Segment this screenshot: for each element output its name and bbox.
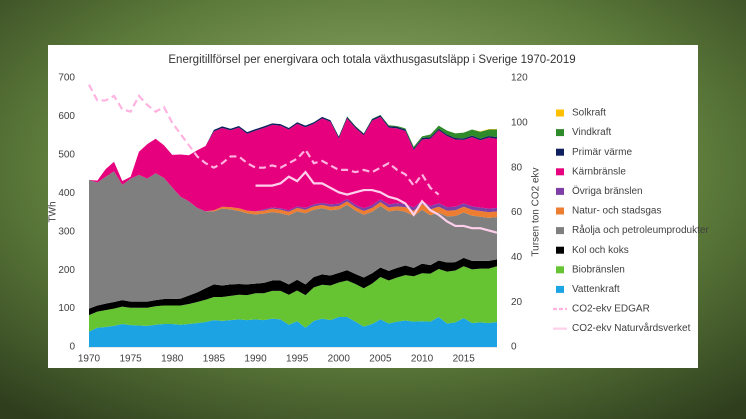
legend-swatch bbox=[556, 207, 564, 215]
y-tick-label: 0 bbox=[69, 342, 75, 353]
y-tick-label: 100 bbox=[58, 303, 75, 314]
line bbox=[255, 170, 498, 234]
y-tick-label: 200 bbox=[58, 265, 75, 276]
legend-label: Vindkraft bbox=[572, 127, 612, 138]
legend-swatch bbox=[556, 109, 564, 117]
area bbox=[89, 266, 497, 332]
legend-swatch bbox=[556, 246, 564, 254]
y-tick-label: 500 bbox=[58, 149, 75, 160]
chart-title: Energitillförsel per energivara och tota… bbox=[168, 54, 575, 66]
x-tick-label: 1975 bbox=[120, 354, 143, 365]
x-tick-label: 1995 bbox=[286, 354, 309, 365]
legend-swatch bbox=[556, 148, 564, 156]
legend-swatch bbox=[556, 227, 564, 235]
legend-swatch bbox=[556, 266, 564, 274]
legend-swatch bbox=[556, 129, 564, 137]
y2-tick-label: 100 bbox=[511, 117, 528, 128]
y-tick-label: 600 bbox=[58, 111, 75, 122]
y-tick-label: 400 bbox=[58, 188, 75, 199]
legend-label: CO2-ekv EDGAR bbox=[572, 304, 650, 315]
area bbox=[89, 257, 497, 316]
legend-label: Natur- och stadsgas bbox=[572, 206, 662, 217]
y2-axis-label: Tursen ton CO2 ekv bbox=[531, 167, 542, 256]
area bbox=[89, 171, 497, 218]
legend-label: Kärnbränsle bbox=[572, 166, 626, 177]
area bbox=[89, 116, 497, 212]
legend-label: CO2-ekv Naturvårdsverket bbox=[572, 322, 691, 334]
y2-tick-label: 60 bbox=[511, 207, 523, 218]
y-axis-label: TWh bbox=[48, 201, 59, 222]
legend-label: Råolja och petroleumprodukter bbox=[572, 224, 709, 236]
x-tick-label: 2015 bbox=[453, 354, 476, 365]
area bbox=[89, 317, 497, 347]
y2-tick-label: 80 bbox=[511, 162, 523, 173]
legend-swatch bbox=[556, 285, 564, 293]
legend-label: Övriga bränslen bbox=[572, 185, 643, 197]
legend-swatch bbox=[556, 187, 564, 195]
x-tick-label: 2005 bbox=[369, 354, 392, 365]
x-tick-label: 2010 bbox=[411, 354, 434, 365]
legend-label: Biobränslen bbox=[572, 264, 625, 275]
area bbox=[89, 171, 497, 309]
y2-tick-label: 20 bbox=[511, 297, 523, 308]
y2-tick-label: 0 bbox=[511, 342, 517, 353]
legend-swatch bbox=[556, 168, 564, 176]
x-tick-label: 1985 bbox=[203, 354, 226, 365]
y-tick-label: 700 bbox=[58, 73, 75, 84]
legend-label: Vattenkraft bbox=[572, 284, 620, 295]
y2-tick-label: 120 bbox=[511, 73, 528, 84]
y2-tick-label: 40 bbox=[511, 252, 523, 263]
y-tick-label: 300 bbox=[58, 226, 75, 237]
legend-label: Kol och koks bbox=[572, 245, 629, 256]
x-tick-label: 1970 bbox=[78, 354, 101, 365]
x-tick-label: 1990 bbox=[244, 354, 267, 365]
line bbox=[88, 84, 440, 196]
area bbox=[89, 171, 497, 213]
legend-label: Primär värme bbox=[572, 147, 632, 158]
x-tick-label: 2000 bbox=[328, 354, 351, 365]
legend-label: Solkraft bbox=[572, 108, 606, 119]
x-tick-label: 1980 bbox=[161, 354, 184, 365]
